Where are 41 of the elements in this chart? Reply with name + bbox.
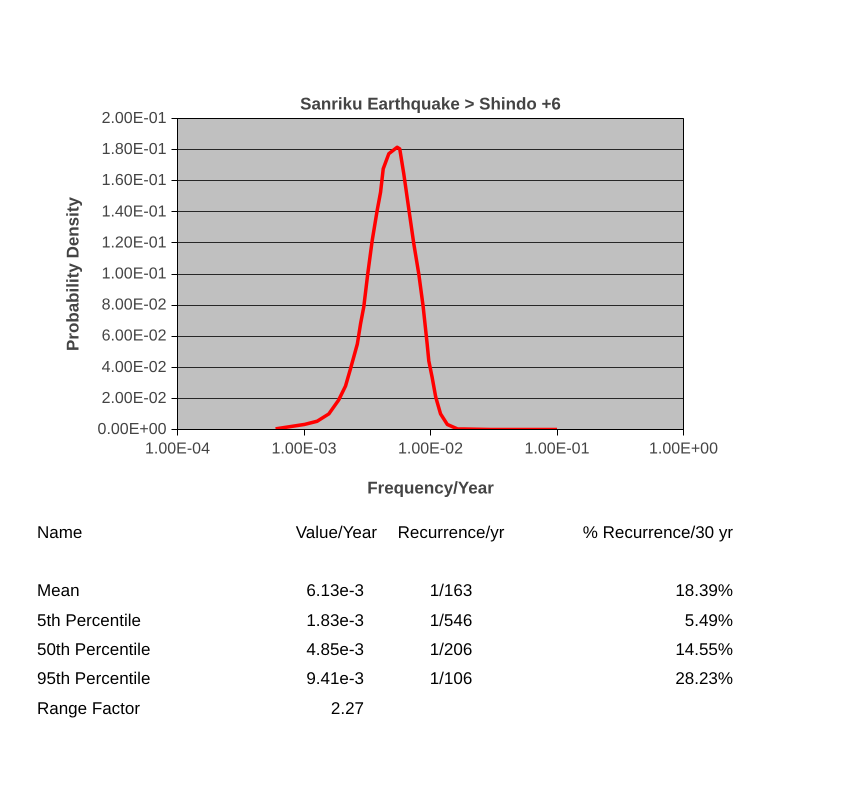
text: 18.39% — [675, 580, 733, 602]
text: 1/546 — [430, 610, 472, 632]
x-tick-label: 1.00E-03 — [272, 440, 337, 458]
chart-title: Sanriku Earthquake > Shindo +6 — [300, 94, 561, 114]
text: 1/106 — [430, 668, 472, 690]
x-tick-label: 1.00E-02 — [398, 440, 464, 458]
x-tick-label: 1.00E-01 — [524, 440, 590, 458]
y-tick-label: 2.00E-01 — [102, 110, 167, 127]
x-axis-title: Frequency/Year — [367, 478, 494, 498]
y-tick-label: 1.60E-01 — [102, 172, 167, 190]
text: Range Factor — [37, 698, 140, 720]
y-tick-label: 1.80E-01 — [102, 141, 167, 158]
text: Recurrence/yr — [398, 522, 504, 544]
text: 5.49% — [684, 610, 733, 632]
text: 50th Percentile — [37, 638, 150, 661]
text: Value/Year — [296, 522, 377, 544]
y-tick-label: 6.00E-02 — [102, 328, 167, 345]
text: 1/163 — [430, 580, 472, 602]
y-tick-label: 4.00E-02 — [102, 358, 167, 376]
text: 2.27 — [330, 698, 364, 720]
text: Mean — [37, 580, 80, 602]
text: 14.55% — [675, 638, 733, 661]
y-tick-label: 1.40E-01 — [102, 203, 167, 220]
text: 4.85e-3 — [306, 638, 364, 661]
y-tick-label: 1.20E-01 — [102, 234, 167, 252]
text: 6.13e-3 — [306, 580, 364, 602]
text: 1.83e-3 — [306, 610, 364, 632]
text: 95th Percentile — [37, 668, 150, 690]
y-tick-label: 8.00E-02 — [102, 296, 167, 314]
text: Name — [37, 522, 82, 544]
text: 1/206 — [430, 638, 472, 661]
text: % Recurrence/30 yr — [582, 522, 733, 544]
text: 9.41e-3 — [306, 668, 364, 690]
y-tick-label: 1.00E-01 — [102, 266, 167, 282]
text: 5th Percentile — [37, 610, 141, 632]
x-tick-label: 1.00E+00 — [649, 440, 718, 458]
x-tick-label: 1.00E-04 — [145, 440, 210, 458]
y-tick-label: 2.00E-02 — [102, 390, 167, 407]
text: 28.23% — [675, 668, 733, 690]
y-axis-title: Probability Density — [64, 196, 83, 351]
y-tick-label: 0.00E+00 — [98, 421, 167, 438]
